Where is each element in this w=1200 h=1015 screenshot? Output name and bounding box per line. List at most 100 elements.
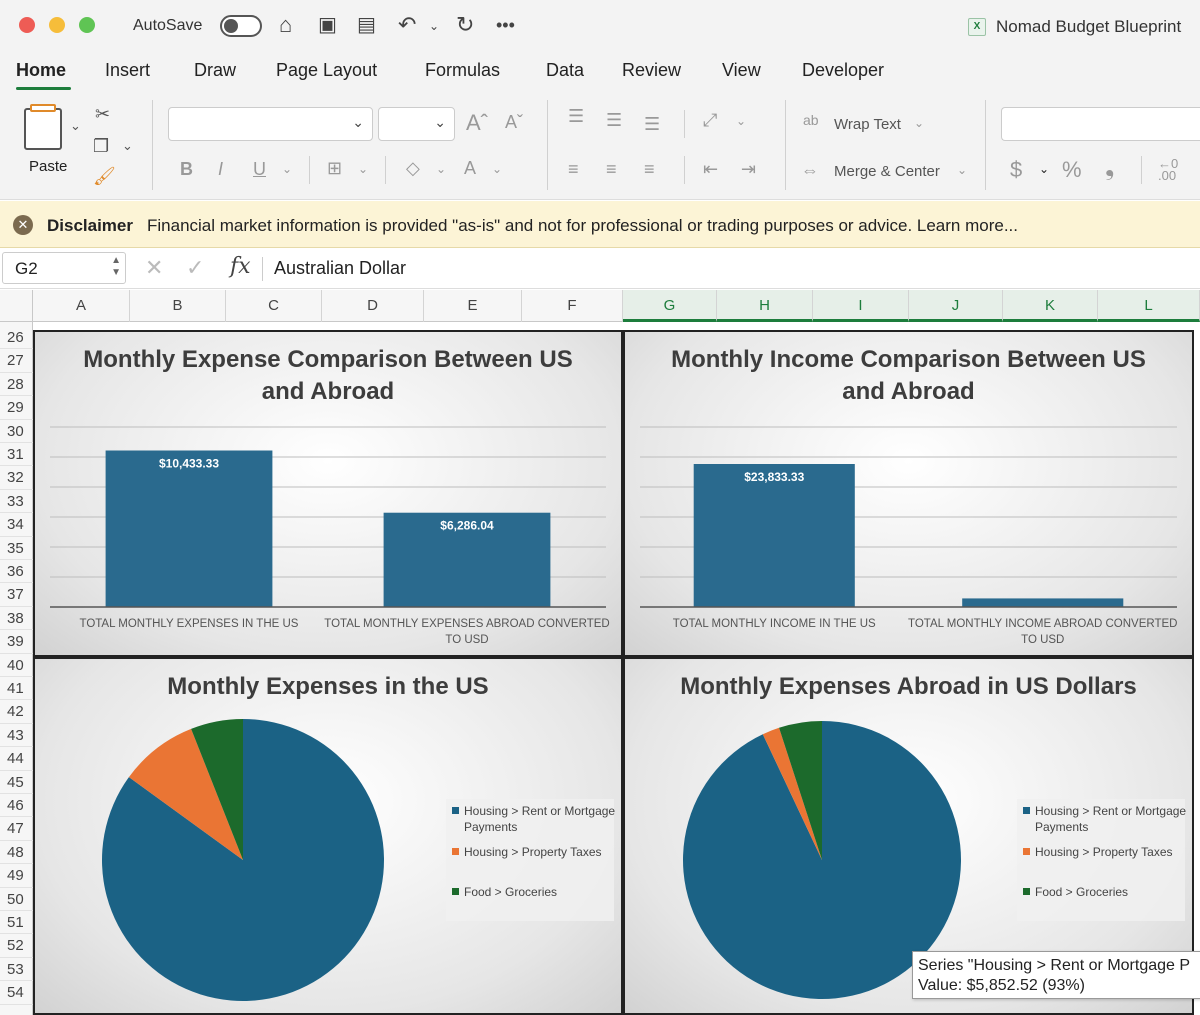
format-painter-icon[interactable]: 🖌 bbox=[93, 166, 116, 186]
row-header-43[interactable]: 43 bbox=[0, 724, 33, 748]
percent-format-icon[interactable]: % bbox=[1062, 157, 1082, 182]
font-color-icon[interactable]: A bbox=[464, 158, 477, 178]
tab-data[interactable]: Data bbox=[546, 60, 585, 80]
tab-formulas[interactable]: Formulas bbox=[425, 60, 501, 80]
column-header-l[interactable]: L bbox=[1098, 290, 1200, 322]
underline-icon[interactable]: U bbox=[253, 159, 266, 179]
row-header-49[interactable]: 49 bbox=[0, 864, 33, 888]
row-header-31[interactable]: 31 bbox=[0, 443, 33, 467]
column-header-k[interactable]: K bbox=[1003, 290, 1098, 322]
align-right-icon[interactable]: ≡ bbox=[644, 159, 655, 179]
wrap-text-dropdown-chevron-icon[interactable]: ⌄ bbox=[914, 116, 925, 130]
align-left-icon[interactable]: ≡ bbox=[568, 159, 579, 179]
currency-dropdown-chevron-icon[interactable]: ⌄ bbox=[1039, 162, 1050, 176]
row-header-47[interactable]: 47 bbox=[0, 817, 33, 841]
row-header-32[interactable]: 32 bbox=[0, 466, 33, 490]
insert-function-icon[interactable]: fx bbox=[230, 254, 251, 279]
row-header-29[interactable]: 29 bbox=[0, 396, 33, 420]
wrap-text-button[interactable]: Wrap Text bbox=[834, 116, 901, 133]
us-expenses-pie-chart[interactable]: Monthly Expenses in the US Housing > Rent… bbox=[33, 657, 623, 1015]
align-middle-icon[interactable]: ☰ bbox=[606, 110, 623, 130]
copy-dropdown-chevron-icon[interactable]: ⌄ bbox=[122, 138, 133, 153]
number-format-dropdown[interactable] bbox=[1001, 107, 1200, 141]
row-header-33[interactable]: 33 bbox=[0, 490, 33, 514]
cut-icon[interactable]: ✂ bbox=[95, 104, 111, 124]
borders-icon[interactable]: ⊞ bbox=[327, 158, 343, 178]
row-header-50[interactable]: 50 bbox=[0, 888, 33, 911]
fill-color-dropdown-chevron-icon[interactable]: ⌄ bbox=[436, 162, 447, 176]
column-header-e[interactable]: E bbox=[424, 290, 522, 322]
tab-developer[interactable]: Developer bbox=[802, 60, 885, 80]
copy-icon[interactable]: ❐ bbox=[93, 136, 110, 156]
row-header-46[interactable]: 46 bbox=[0, 794, 33, 818]
merge-center-button[interactable]: Merge & Center bbox=[834, 163, 940, 180]
tab-home[interactable]: Home bbox=[16, 60, 67, 80]
merge-center-icon[interactable]: ⇔ bbox=[801, 160, 819, 180]
save-as-icon[interactable]: ▤ bbox=[357, 14, 376, 36]
column-header-c[interactable]: C bbox=[226, 290, 322, 322]
row-header-41[interactable]: 41 bbox=[0, 677, 33, 701]
column-header-d[interactable]: D bbox=[322, 290, 424, 322]
font-name-dropdown[interactable]: ⌄ bbox=[168, 107, 373, 141]
tab-review[interactable]: Review bbox=[622, 60, 682, 80]
formula-input[interactable]: Australian Dollar bbox=[274, 258, 407, 278]
font-color-dropdown-chevron-icon[interactable]: ⌄ bbox=[492, 162, 503, 176]
align-bottom-icon[interactable]: ☰ bbox=[644, 114, 661, 134]
increase-indent-icon[interactable]: ⇥ bbox=[741, 159, 757, 179]
row-header-53[interactable]: 53 bbox=[0, 958, 33, 982]
column-header-f[interactable]: F bbox=[522, 290, 623, 322]
autosave-toggle[interactable] bbox=[220, 15, 262, 37]
row-header-38[interactable]: 38 bbox=[0, 607, 33, 631]
decrease-indent-icon[interactable]: ⇤ bbox=[703, 159, 719, 179]
row-header-37[interactable]: 37 bbox=[0, 583, 33, 607]
row-header-54[interactable]: 54 bbox=[0, 981, 33, 1005]
paste-icon[interactable] bbox=[24, 108, 62, 150]
tab-view[interactable]: View bbox=[722, 60, 761, 80]
dismiss-disclaimer-icon[interactable]: ✕ bbox=[13, 215, 33, 235]
orientation-dropdown-chevron-icon[interactable]: ⌄ bbox=[736, 114, 747, 128]
income-comparison-chart[interactable]: Monthly Income Comparison Between US and … bbox=[623, 330, 1194, 657]
borders-dropdown-chevron-icon[interactable]: ⌄ bbox=[358, 162, 369, 176]
row-header-30[interactable]: 30 bbox=[0, 420, 33, 443]
home-icon[interactable]: ⌂ bbox=[279, 12, 293, 37]
align-center-icon[interactable]: ≡ bbox=[606, 159, 617, 179]
cancel-entry-icon[interactable]: ✕ bbox=[145, 255, 164, 280]
name-box[interactable]: G2 ▲ ▼ bbox=[2, 252, 126, 284]
close-window-button[interactable] bbox=[19, 17, 35, 33]
row-header-40[interactable]: 40 bbox=[0, 654, 33, 677]
confirm-entry-icon[interactable]: ✓ bbox=[186, 255, 205, 280]
paste-label[interactable]: Paste bbox=[29, 158, 68, 175]
increase-font-size-icon[interactable]: Aˆ bbox=[466, 110, 488, 135]
column-header-g[interactable]: G bbox=[623, 290, 717, 322]
disclaimer-text[interactable]: Financial market information is provided… bbox=[147, 216, 1018, 235]
row-header-45[interactable]: 45 bbox=[0, 771, 33, 794]
column-header-i[interactable]: I bbox=[813, 290, 909, 322]
merge-center-dropdown-chevron-icon[interactable]: ⌄ bbox=[957, 163, 968, 177]
select-all-corner[interactable] bbox=[0, 290, 33, 322]
row-header-39[interactable]: 39 bbox=[0, 630, 33, 654]
column-header-j[interactable]: J bbox=[909, 290, 1003, 322]
paste-dropdown-chevron-icon[interactable]: ⌄ bbox=[70, 118, 81, 133]
save-icon[interactable]: ▣ bbox=[318, 14, 337, 36]
row-header-48[interactable]: 48 bbox=[0, 841, 33, 865]
orientation-icon[interactable]: ⤢ bbox=[703, 110, 718, 130]
underline-dropdown-chevron-icon[interactable]: ⌄ bbox=[282, 162, 293, 176]
row-header-34[interactable]: 34 bbox=[0, 513, 33, 537]
minimize-window-button[interactable] bbox=[49, 17, 65, 33]
row-header-44[interactable]: 44 bbox=[0, 747, 33, 771]
row-header-51[interactable]: 51 bbox=[0, 911, 33, 935]
tab-page-layout[interactable]: Page Layout bbox=[276, 60, 378, 80]
currency-format-icon[interactable]: $ bbox=[1010, 157, 1023, 182]
align-top-icon[interactable]: ☰ bbox=[568, 106, 585, 126]
column-header-b[interactable]: B bbox=[130, 290, 226, 322]
row-header-35[interactable]: 35 bbox=[0, 537, 33, 560]
row-header-52[interactable]: 52 bbox=[0, 934, 33, 958]
wrap-text-icon[interactable]: ab bbox=[803, 112, 819, 128]
comma-style-icon[interactable]: ❟ bbox=[1105, 154, 1115, 181]
expense-comparison-chart[interactable]: Monthly Expense Comparison Between US and… bbox=[33, 330, 623, 657]
font-size-dropdown[interactable]: ⌄ bbox=[378, 107, 455, 141]
undo-dropdown-chevron-icon[interactable]: ⌄ bbox=[429, 19, 440, 33]
row-header-27[interactable]: 27 bbox=[0, 349, 33, 373]
name-box-spinner-icon[interactable]: ▲ ▼ bbox=[111, 255, 121, 278]
tab-insert[interactable]: Insert bbox=[105, 60, 151, 80]
